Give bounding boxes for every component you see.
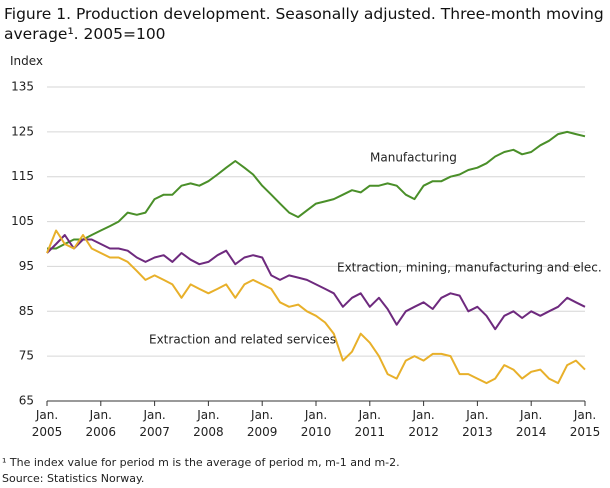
series-label: Extraction and related services (149, 333, 336, 347)
y-tick-label: 65 (19, 394, 34, 408)
y-axis-label: Index (10, 54, 44, 68)
x-tick-label: Jan. 2011 (354, 408, 386, 439)
x-tick-label: Jan. 2006 (85, 408, 117, 439)
x-tick-label: Jan. 2007 (139, 408, 170, 439)
footnote: ¹ The index value for period m is the av… (2, 456, 400, 469)
series-line (46, 234, 586, 331)
series-line (47, 130, 586, 250)
chart-title: Figure 1. Production development. Season… (4, 5, 604, 43)
y-tick-label: 135 (11, 80, 34, 94)
x-tick-label: Jan. 2010 (300, 408, 332, 439)
x-tick-label: Jan. 2008 (193, 408, 224, 439)
x-tick-label: Jan. 2013 (462, 408, 493, 439)
series-label: Manufacturing (370, 151, 457, 165)
source: Source: Statistics Norway. (2, 472, 145, 485)
y-tick-label: 115 (11, 169, 34, 183)
y-tick-label: 105 (11, 214, 34, 228)
y-tick-label: 95 (19, 259, 34, 273)
series-label: Extraction, mining, manufacturing and el… (337, 261, 602, 275)
x-tick-label: Jan. 2012 (408, 408, 439, 439)
x-tick-label: Jan. 2014 (515, 408, 547, 439)
y-tick-label: 75 (19, 349, 34, 363)
series-line (46, 229, 586, 385)
y-tick-label: 125 (11, 124, 34, 138)
x-tick-label: Jan. 2009 (246, 408, 278, 439)
y-tick-label: 85 (19, 304, 34, 318)
x-tick-label: Jan. 2015 (569, 408, 601, 439)
x-tick-label: Jan. 2005 (31, 408, 63, 439)
